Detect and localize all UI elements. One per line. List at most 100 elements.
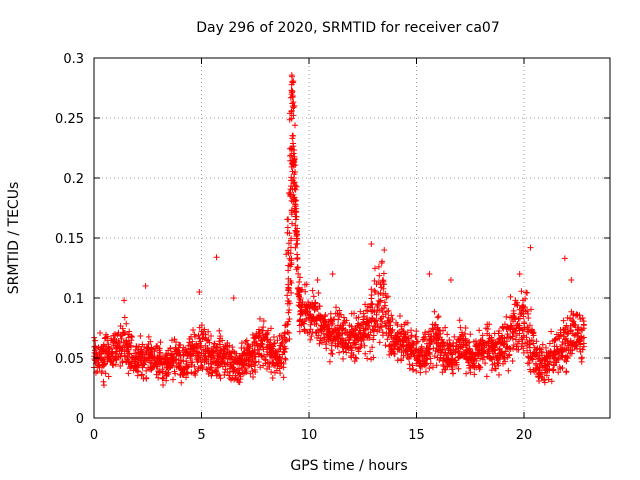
data-point (389, 326, 396, 333)
data-point (569, 340, 576, 347)
data-point (336, 349, 343, 356)
data-point (528, 306, 535, 313)
data-point (333, 333, 340, 340)
data-point (374, 324, 381, 331)
y-tick-label: 0 (76, 412, 84, 427)
data-point (543, 372, 550, 379)
data-point (139, 349, 146, 356)
data-point (380, 278, 387, 285)
data-point (564, 344, 571, 351)
data-point (527, 244, 534, 251)
data-point (291, 156, 298, 163)
data-point (290, 162, 297, 169)
data-point (470, 360, 477, 367)
data-point (529, 356, 536, 363)
data-point (217, 341, 224, 348)
data-point (510, 318, 517, 325)
data-point (564, 325, 571, 332)
data-point (433, 362, 440, 369)
data-point (367, 304, 374, 311)
data-point (449, 366, 456, 373)
data-point (191, 343, 198, 350)
data-point (358, 334, 365, 341)
data-point (324, 322, 331, 329)
data-point (224, 349, 231, 356)
data-point (148, 344, 155, 351)
data-point (280, 346, 287, 353)
data-point (147, 338, 154, 345)
data-point (288, 289, 295, 296)
data-point (175, 349, 182, 356)
data-point (310, 293, 317, 300)
data-point (466, 365, 473, 372)
data-point (289, 73, 296, 80)
data-point (433, 345, 440, 352)
data-point (311, 303, 318, 310)
data-point (196, 289, 203, 295)
data-point (368, 286, 375, 293)
data-point (516, 322, 523, 329)
data-point (418, 363, 425, 370)
data-point (307, 326, 314, 333)
data-point (233, 350, 240, 357)
data-point (332, 342, 339, 349)
data-point (145, 333, 152, 340)
data-point (478, 344, 485, 351)
data-point (530, 330, 537, 337)
data-point (218, 358, 225, 365)
data-point (121, 329, 128, 336)
data-point (427, 341, 434, 348)
data-point (547, 350, 554, 357)
data-point (287, 94, 294, 101)
data-point (376, 339, 383, 346)
data-point (307, 311, 314, 318)
data-point (282, 322, 289, 329)
data-point (380, 285, 387, 292)
data-point (142, 283, 149, 289)
data-point (503, 313, 510, 320)
data-point (176, 349, 183, 356)
data-point (217, 375, 224, 382)
data-point (311, 320, 318, 327)
data-point (447, 277, 454, 283)
data-point (213, 360, 220, 367)
data-point (131, 358, 138, 365)
data-point (375, 302, 382, 309)
data-point (288, 261, 295, 268)
data-point (255, 329, 262, 336)
data-point (354, 336, 361, 343)
data-point (208, 332, 215, 339)
x-tick-label: 5 (197, 428, 205, 443)
data-point (372, 289, 379, 296)
data-point (552, 336, 559, 343)
data-point (539, 364, 546, 371)
data-point (170, 376, 177, 383)
data-point (206, 339, 213, 346)
data-point (248, 363, 255, 370)
data-point (159, 368, 166, 375)
data-point (424, 356, 431, 363)
data-point (268, 369, 275, 376)
data-point (276, 333, 283, 340)
data-point (126, 328, 133, 335)
data-point (282, 338, 289, 345)
data-point (224, 360, 231, 367)
data-point (280, 374, 287, 381)
data-point (221, 360, 228, 367)
data-point (559, 341, 566, 348)
data-point (379, 258, 386, 265)
data-point (510, 345, 517, 352)
data-point (476, 363, 483, 370)
data-point (188, 359, 195, 366)
data-point (173, 356, 180, 363)
data-point (366, 334, 373, 341)
data-point (466, 353, 473, 360)
data-point (294, 255, 301, 262)
data-point (521, 304, 528, 311)
data-point (113, 356, 120, 363)
data-point (190, 326, 197, 333)
data-point (577, 348, 584, 355)
data-point (471, 371, 478, 378)
data-point (292, 168, 299, 175)
